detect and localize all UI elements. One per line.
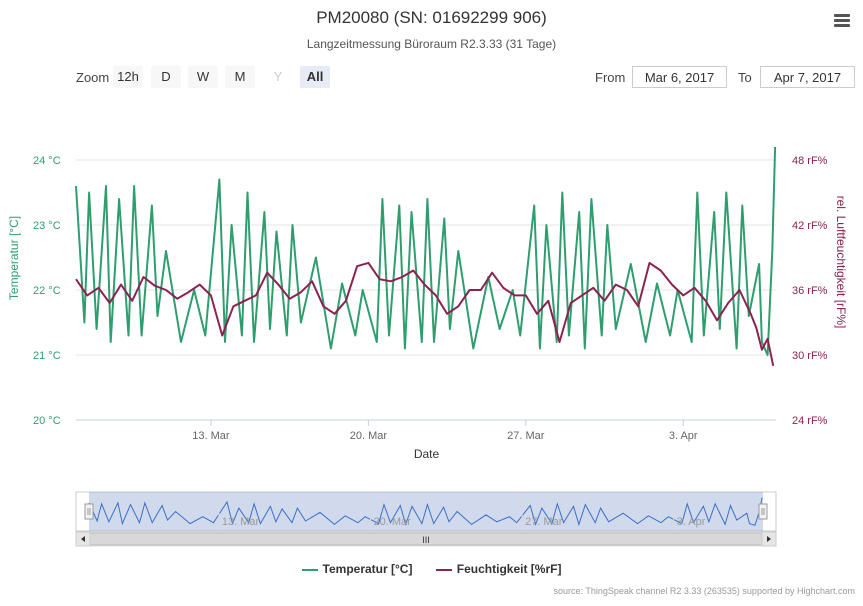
navigator-tick-label: 3. Apr bbox=[677, 516, 706, 528]
x-tick-label: 20. Mar bbox=[350, 430, 388, 442]
scrollbar-thumb[interactable] bbox=[89, 532, 763, 546]
zoom-week-button[interactable]: W bbox=[188, 66, 218, 88]
x-tick-label: 3. Apr bbox=[669, 430, 698, 442]
y-left-tick-label: 22 °C bbox=[33, 285, 61, 297]
hamburger-menu-icon[interactable] bbox=[834, 14, 850, 28]
legend-label-humidity: Feuchtigkeit [%rF] bbox=[456, 562, 562, 576]
navigator-tick-label: 27. Mar bbox=[525, 516, 563, 528]
y-right-tick-label: 36 rF% bbox=[792, 285, 828, 297]
handle-body bbox=[84, 503, 94, 520]
zoom-all-button[interactable]: All bbox=[300, 66, 330, 88]
legend-label-temperature: Temperatur [°C] bbox=[322, 562, 413, 576]
navigator-tick-label: 13. Mar bbox=[222, 516, 260, 528]
y-right-tick-label: 24 rF% bbox=[792, 415, 828, 427]
chart-title: PM20080 (SN: 01692299 906) bbox=[316, 8, 547, 27]
y-axis-left-title: Temperatur [°C] bbox=[7, 215, 21, 301]
y-right-tick-label: 42 rF% bbox=[792, 220, 828, 232]
y-axis-right-title: rel. Luftfeuchtigkeit [rF%] bbox=[834, 195, 848, 329]
chart-subtitle: Langzeitmessung Büroraum R2.3.33 (31 Tag… bbox=[306, 37, 557, 51]
legend-item-temperature[interactable]: Temperatur [°C] bbox=[301, 562, 413, 576]
y-left-tick-label: 20 °C bbox=[33, 415, 61, 427]
x-axis-title: Date bbox=[413, 447, 440, 461]
zoom-label: Zoom bbox=[76, 70, 110, 85]
arrow-left-icon bbox=[81, 536, 85, 542]
legend-swatch-temperature bbox=[301, 568, 318, 571]
scrollbar-right-button[interactable] bbox=[761, 531, 777, 547]
navigator-selection[interactable] bbox=[89, 492, 763, 531]
navigator-tick-label: 20. Mar bbox=[374, 516, 412, 528]
navigator-left-handle[interactable] bbox=[84, 503, 94, 520]
humidity-series-line bbox=[75, 261, 775, 367]
navigator-right-handle[interactable] bbox=[758, 503, 768, 520]
zoom-year-button[interactable]: Y bbox=[263, 66, 293, 88]
legend-swatch-humidity bbox=[435, 568, 452, 571]
scroll-button-body bbox=[75, 531, 91, 547]
zoom-12h-button[interactable]: 12h bbox=[113, 66, 143, 88]
to-label: To bbox=[738, 70, 752, 85]
y-right-tick-label: 48 rF% bbox=[792, 155, 828, 167]
x-tick-label: 27. Mar bbox=[507, 430, 545, 442]
scroll-button-body bbox=[761, 531, 777, 547]
navigator-series-line bbox=[88, 497, 763, 527]
legend-item-humidity[interactable]: Feuchtigkeit [%rF] bbox=[435, 562, 562, 576]
navigator-frame bbox=[75, 491, 777, 532]
zoom-month-button[interactable]: M bbox=[225, 66, 255, 88]
scrollbar-left-button[interactable] bbox=[75, 531, 91, 547]
y-right-tick-label: 30 rF% bbox=[792, 350, 828, 362]
y-left-tick-label: 21 °C bbox=[33, 350, 61, 362]
x-tick-label: 13. Mar bbox=[192, 430, 230, 442]
arrow-right-icon bbox=[767, 536, 771, 542]
scrollbar-grip-icon: III bbox=[422, 535, 430, 545]
y-left-tick-label: 24 °C bbox=[33, 155, 61, 167]
handle-body bbox=[758, 503, 768, 520]
y-left-tick-label: 23 °C bbox=[33, 220, 61, 232]
zoom-day-button[interactable]: D bbox=[151, 66, 181, 88]
scrollbar-track[interactable] bbox=[75, 531, 777, 547]
temperature-series-line bbox=[75, 146, 777, 356]
legend: Temperatur [°C] Feuchtigkeit [%rF] bbox=[0, 562, 863, 576]
source-credit[interactable]: source: ThingSpeak channel R2 3.33 (2635… bbox=[553, 586, 855, 596]
to-date-input[interactable]: Apr 7, 2017 bbox=[760, 66, 855, 88]
from-date-input[interactable]: Mar 6, 2017 bbox=[632, 66, 727, 88]
from-label: From bbox=[595, 70, 626, 85]
